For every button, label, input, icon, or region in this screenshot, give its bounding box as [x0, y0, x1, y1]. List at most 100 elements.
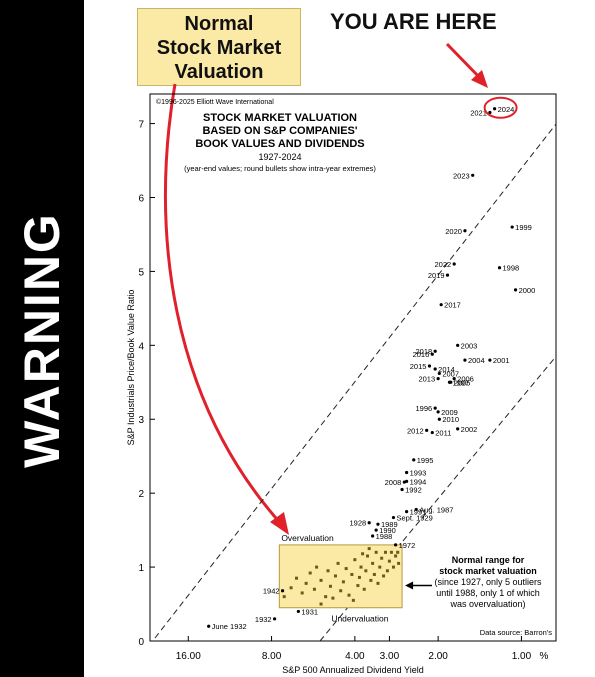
- data-point-label: 1998: [503, 264, 520, 273]
- data-point-label: 1992: [405, 485, 422, 494]
- normal-range-point: [394, 554, 398, 558]
- normal-range-title: stock market valuation: [439, 566, 537, 576]
- x-tick-label: 4.00: [345, 651, 365, 662]
- data-point: [439, 303, 443, 307]
- data-point-label: 1932: [255, 615, 272, 624]
- data-point: [497, 266, 502, 270]
- normal-range-point: [359, 565, 363, 569]
- data-point: [433, 367, 437, 371]
- data-point: [376, 522, 380, 526]
- upper-dashed-line: [154, 123, 557, 639]
- normal-range-point: [378, 565, 382, 569]
- undervaluation-label: Undervaluation: [331, 614, 388, 624]
- normal-range-point: [319, 602, 323, 606]
- data-point-label: June 1932: [212, 622, 247, 631]
- normal-range-point: [380, 556, 384, 560]
- y-tick-label: 2: [138, 489, 144, 500]
- y-tick-label: 1: [138, 563, 144, 574]
- data-point: [414, 507, 418, 512]
- data-point: [371, 534, 375, 538]
- x-tick-label: 2.00: [428, 651, 448, 662]
- callout-line-1: Normal: [184, 13, 254, 35]
- normal-range-point: [389, 550, 393, 554]
- chart-title-line: STOCK MARKET VALUATION: [203, 112, 357, 124]
- normal-range-point: [387, 559, 391, 563]
- data-point-label: 2008: [385, 478, 402, 487]
- normal-range-point: [362, 587, 366, 591]
- data-point-label: 2006: [457, 375, 474, 384]
- data-point-label: Sept. 1929: [396, 514, 432, 523]
- normal-range-point: [356, 584, 360, 588]
- x-tick-label: 1.00: [512, 651, 532, 662]
- normal-range-point: [319, 578, 323, 582]
- data-point-label: 2004: [468, 356, 485, 365]
- data-point-label: 2022: [434, 260, 451, 269]
- y-tick-label: 6: [138, 193, 144, 204]
- normal-range-arrowhead: [405, 581, 414, 590]
- data-point-label: 1942: [263, 587, 280, 596]
- data-point: [427, 364, 432, 368]
- data-point: [510, 225, 514, 229]
- data-point: [430, 430, 434, 435]
- data-point: [393, 543, 398, 547]
- data-point-label: 2007: [442, 369, 459, 378]
- data-point: [272, 617, 277, 621]
- data-point-label: 2005: [454, 378, 471, 387]
- data-point-label: 2016: [413, 350, 430, 359]
- normal-range-point: [289, 586, 293, 590]
- data-point-label: 2020: [445, 227, 462, 236]
- normal-range-point: [336, 561, 340, 565]
- overvaluation-label: Overvaluation: [281, 533, 334, 543]
- data-point: [463, 358, 467, 362]
- data-point-label: 2012: [407, 426, 424, 435]
- data-point: [437, 371, 441, 376]
- data-point-label: 2002: [461, 425, 478, 434]
- data-point: [471, 173, 475, 177]
- data-point-label: 1988: [376, 532, 393, 541]
- plot-frame: [149, 93, 557, 642]
- data-point-label: 2009: [441, 408, 458, 417]
- data-point-label: 1991: [410, 508, 427, 517]
- normal-range-point: [357, 575, 361, 579]
- data-point-label: 1990: [379, 526, 396, 535]
- normal-range-point: [374, 550, 378, 554]
- you-are-here-label: YOU ARE HERE: [330, 9, 497, 34]
- data-point: [436, 410, 440, 414]
- normal-range-point: [333, 574, 337, 578]
- normal-range-point: [347, 593, 351, 597]
- normal-range-point: [382, 574, 386, 578]
- y-tick-label: 3: [138, 415, 144, 426]
- normal-range-point: [385, 569, 389, 573]
- data-point: [430, 352, 434, 356]
- normal-range-point: [361, 552, 365, 556]
- x-tick-label: 16.00: [176, 651, 201, 662]
- data-point: [367, 521, 371, 525]
- data-point: [412, 458, 416, 462]
- x-tick-label: 8.00: [262, 651, 282, 662]
- data-point-label: 1997: [452, 378, 469, 387]
- data-point: [433, 349, 437, 353]
- normal-range-point: [350, 572, 354, 576]
- normal-range-point: [383, 550, 387, 554]
- data-point-label: 2021: [470, 108, 487, 117]
- y-tick-label: 5: [138, 267, 144, 278]
- normal-range-point: [372, 572, 376, 576]
- normal-range-point: [308, 571, 312, 575]
- data-point: [449, 380, 453, 384]
- data-point-label: 2015: [410, 362, 427, 371]
- normal-range-note: (since 1927, only 5 outliers: [434, 577, 542, 587]
- data-point: [452, 262, 456, 266]
- data-point: [445, 273, 450, 277]
- normal-range-point: [344, 567, 348, 571]
- normal-range-point: [396, 550, 400, 554]
- normal-range-point: [331, 596, 335, 600]
- data-point: [391, 515, 396, 520]
- normal-range-point: [312, 587, 316, 591]
- normal-range-note: until 1988, only 1 of which: [436, 588, 540, 598]
- data-point-label: 1972: [399, 541, 416, 550]
- data-point: [463, 229, 467, 233]
- normal-range-point: [364, 569, 368, 573]
- x-tick-label: 3.00: [380, 651, 400, 662]
- data-point-label: 1994: [410, 477, 427, 486]
- copyright-label: ©1996-2025 Elliott Wave International: [156, 98, 274, 106]
